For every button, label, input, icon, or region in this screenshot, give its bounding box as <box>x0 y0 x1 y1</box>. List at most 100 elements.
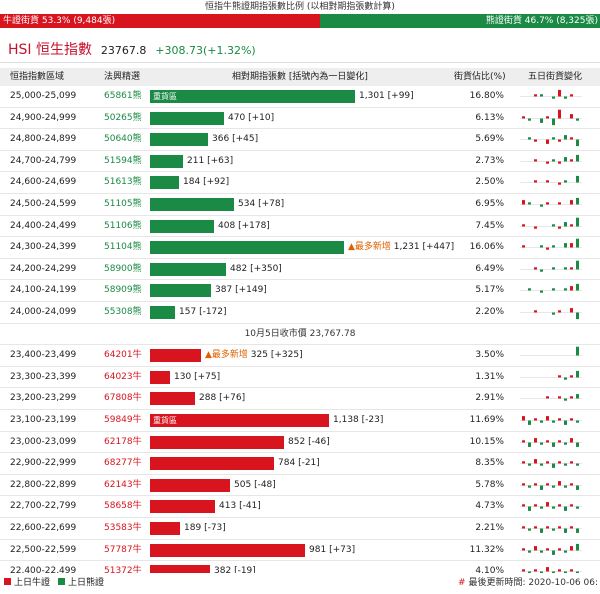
spark-bar <box>564 485 567 488</box>
hsi-quote: HSI 恒生指數 23767.8 +308.73(+1.32%) <box>8 40 256 60</box>
product-code[interactable]: 51106熊 <box>104 220 142 231</box>
product-code[interactable]: 64201牛 <box>104 350 142 361</box>
product-code[interactable]: 51613熊 <box>104 177 142 188</box>
spark-bar <box>564 96 567 99</box>
table-row[interactable]: 22,700-22,799 58658牛 413 [-41] 4.73% <box>0 496 600 518</box>
table-row[interactable]: 24,100-24,199 58909熊 387 [+149] 5.17% <box>0 280 600 302</box>
contracts-count: 413 <box>219 501 237 512</box>
spark-bar <box>576 312 579 320</box>
contracts-count: 1,231 <box>393 242 420 253</box>
contracts-bar <box>150 154 183 168</box>
contracts-value: 408 [+178] <box>218 220 270 233</box>
spark-bar <box>534 569 537 572</box>
footer: 上日牛證 上日熊證 # 最後更新時間: 2020-10-06 06: <box>0 575 600 594</box>
spark-bar <box>546 502 549 507</box>
spark-bar <box>576 571 579 573</box>
product-code[interactable]: 53583牛 <box>104 523 142 533</box>
product-code[interactable]: 58909熊 <box>104 285 142 296</box>
spark-bar <box>576 543 579 551</box>
spark-bar <box>528 118 531 121</box>
table-row[interactable]: 24,600-24,699 51613熊 184 [+92] 2.50% <box>0 172 600 194</box>
page-title: 恒指牛熊證期指張數比例 (以相對期指張數計算) <box>205 2 395 12</box>
product-code[interactable]: 55308熊 <box>104 307 142 317</box>
table-row[interactable]: 24,900-24,999 50265熊 470 [+10] 6.13% <box>0 108 600 130</box>
product-code[interactable]: 68277牛 <box>104 458 142 469</box>
product-code[interactable]: 58658牛 <box>104 501 142 512</box>
heavy-zone-label: 重貨區 <box>153 92 177 101</box>
spark-bar <box>552 267 555 270</box>
spark-bar <box>564 528 567 533</box>
table-row[interactable]: 22,600-22,699 53583牛 189 [-73] 2.21% <box>0 518 600 540</box>
product-code[interactable]: 64023牛 <box>104 371 142 382</box>
contracts-count: 184 <box>183 177 201 188</box>
outstanding-pct: 11.32% <box>469 544 504 555</box>
product-code[interactable]: 57787牛 <box>104 544 142 555</box>
product-code[interactable]: 67808牛 <box>104 393 142 404</box>
product-code[interactable]: 51372牛 <box>104 566 142 573</box>
spark-bar <box>558 480 561 486</box>
product-code[interactable]: 59849牛 <box>104 415 142 425</box>
spark-bar <box>522 547 525 551</box>
product-code[interactable]: 58900熊 <box>104 263 142 274</box>
table-row[interactable]: 22,800-22,899 62143牛 505 [-48] 5.78% <box>0 475 600 497</box>
product-code[interactable]: 62178牛 <box>104 436 142 447</box>
table-row[interactable]: 24,300-24,399 51104熊 ▲最多新增 1,231 [+447] 16.… <box>0 237 600 259</box>
product-code[interactable]: 51104熊 <box>104 242 142 253</box>
table-row[interactable]: 24,400-24,499 51106熊 408 [+178] 7.45% <box>0 216 600 238</box>
product-code[interactable]: 50265熊 <box>104 112 142 123</box>
table-row[interactable]: 22,900-22,999 68277牛 784 [-21] 8.35% <box>0 453 600 475</box>
table-row[interactable]: 24,200-24,299 58900熊 482 [+350] 6.49% <box>0 259 600 281</box>
legend-bear: 上日熊證 <box>58 577 104 589</box>
five-day-sparkline <box>520 437 582 447</box>
contracts-change: [+78] <box>258 199 285 209</box>
spark-bar <box>540 420 543 423</box>
spark-bar <box>570 159 573 162</box>
product-code[interactable]: 50640熊 <box>104 134 142 145</box>
outstanding-pct: 6.13% <box>475 112 504 123</box>
spark-bar <box>534 418 537 421</box>
spark-bar <box>528 571 531 573</box>
contracts-change: [+325] <box>270 350 303 361</box>
outstanding-pct: 2.73% <box>475 155 504 166</box>
contracts-value: 534 [+78] <box>238 198 284 211</box>
table-row[interactable]: 23,100-23,199 59849牛 重貨區 1,138 [-23] 11.69% <box>0 410 600 432</box>
legend-bear-label: 上日熊證 <box>68 578 105 588</box>
spark-bar <box>552 137 555 140</box>
product-code[interactable]: 51105熊 <box>104 199 142 209</box>
contracts-change: [+178] <box>238 220 270 231</box>
contracts-bar <box>150 500 215 514</box>
product-code[interactable]: 51594熊 <box>104 155 142 166</box>
table-row[interactable]: 23,300-23,399 64023牛 130 [+75] 1.31% <box>0 367 600 389</box>
product-code[interactable]: 62143牛 <box>104 479 142 490</box>
contracts-bar <box>150 522 180 535</box>
table-row[interactable]: 22,400-22,499 51372牛 382 [-19] 4.10% <box>0 561 600 573</box>
spark-bar <box>564 288 567 291</box>
product-code[interactable]: 65861熊 <box>104 91 142 101</box>
spark-bar <box>570 223 573 227</box>
spark-bar <box>540 118 543 123</box>
spark-bar <box>528 550 531 553</box>
spark-bar <box>552 420 555 423</box>
table-row[interactable]: 23,000-23,099 62178牛 852 [-46] 10.15% <box>0 432 600 454</box>
five-day-sparkline <box>520 394 582 402</box>
table-row[interactable]: 24,700-24,799 51594熊 211 [+63] 2.73% <box>0 151 600 173</box>
table-row[interactable]: 22,500-22,599 57787牛 981 [+73] 11.32% <box>0 540 600 562</box>
table-row[interactable]: 23,200-23,299 67808牛 288 [+76] 2.91% <box>0 388 600 410</box>
contracts-count: 189 <box>184 523 202 533</box>
table-row[interactable]: 25,000-25,099 65861熊 重貨區 1,301 [+99] 16.80% <box>0 86 600 108</box>
spark-bar <box>540 571 543 573</box>
table-row[interactable]: 24,800-24,899 50640熊 366 [+45] 5.69% <box>0 129 600 151</box>
contracts-count: 366 <box>212 134 230 145</box>
index-range: 24,700-24,799 <box>10 155 77 166</box>
index-range: 24,600-24,699 <box>10 177 77 188</box>
five-day-sparkline <box>520 109 582 125</box>
contracts-bar <box>150 262 226 276</box>
table-row[interactable]: 24,500-24,599 51105熊 534 [+78] 6.95% <box>0 194 600 216</box>
table-row[interactable]: 24,000-24,099 55308熊 157 [-172] 2.20% <box>0 302 600 324</box>
outstanding-pct: 5.69% <box>475 134 504 145</box>
contracts-value: 413 [-41] <box>219 500 261 513</box>
table-row[interactable]: 23,400-23,499 64201牛 ▲最多新增 325 [+325] 3.50% <box>0 345 600 367</box>
contracts-change: [-19] <box>234 566 256 573</box>
contracts-bar <box>150 133 208 147</box>
contracts-bar <box>150 111 224 125</box>
